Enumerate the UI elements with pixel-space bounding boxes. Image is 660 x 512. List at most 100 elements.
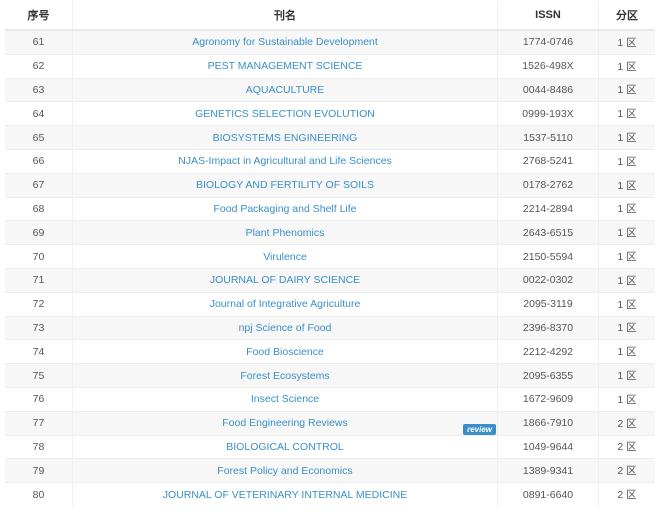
table-row: 68 Food Packaging and Shelf Life 2214-28… (5, 196, 655, 221)
row-zone: 1 区 (598, 53, 655, 79)
row-zone: 1 区 (598, 267, 655, 293)
row-index: 67 (5, 172, 73, 198)
row-issn: 2212-4292 (497, 339, 599, 364)
row-issn: 1049-9644 (497, 434, 599, 459)
row-issn: 1866-7910 (497, 410, 599, 436)
header-name: 刊名 (72, 1, 498, 31)
journal-link[interactable]: Food Engineering Reviews (222, 417, 348, 430)
journal-link[interactable]: Journal of Integrative Agriculture (209, 298, 361, 311)
journal-link[interactable]: PEST MANAGEMENT SCIENCE (207, 60, 363, 73)
header-issn: ISSN (497, 1, 599, 31)
header-index: 序号 (5, 1, 73, 31)
table-header: 序号 刊名 ISSN 分区 (5, 1, 655, 31)
row-name-cell: Virulence (72, 244, 498, 269)
row-name-cell: BIOLOGICAL CONTROL (72, 434, 498, 459)
row-name-cell: Journal of Integrative Agriculture (72, 291, 498, 317)
journal-link[interactable]: npj Science of Food (238, 321, 332, 334)
table-row: 74 Food Bioscience 2212-4292 1 区 (5, 339, 655, 364)
row-index: 75 (5, 363, 73, 388)
row-issn: 2396-8370 (497, 315, 599, 340)
table-row: 72 Journal of Integrative Agriculture 20… (5, 291, 655, 317)
journal-link[interactable]: NJAS-Impact in Agricultural and Life Sci… (178, 155, 392, 168)
row-zone: 2 区 (598, 458, 655, 483)
row-name-cell: BIOLOGY AND FERTILITY OF SOILS (72, 172, 498, 198)
review-badge: review (463, 423, 496, 435)
table-row: 76 Insect Science 1672-9609 1 区 (5, 386, 655, 412)
row-zone: 1 区 (598, 386, 655, 412)
row-index: 77 (5, 410, 73, 436)
row-name-cell: NJAS-Impact in Agricultural and Life Sci… (72, 148, 498, 174)
row-issn: 2095-3119 (497, 291, 599, 317)
journal-link[interactable]: Food Bioscience (246, 345, 324, 358)
row-issn: 2214-2894 (497, 196, 599, 221)
journal-link[interactable]: JOURNAL OF VETERINARY INTERNAL MEDICINE (162, 488, 408, 501)
table-row: 62 PEST MANAGEMENT SCIENCE 1526-498X 1 区 (5, 53, 655, 79)
table-row: 69 Plant Phenomics 2643-6515 1 区 (5, 220, 655, 245)
row-zone: 1 区 (598, 363, 655, 388)
journal-link[interactable]: Forest Ecosystems (240, 369, 330, 382)
journal-link[interactable]: Plant Phenomics (245, 226, 325, 239)
journal-link[interactable]: Agronomy for Sustainable Development (192, 36, 378, 49)
row-issn: 2643-6515 (497, 220, 599, 245)
row-name-cell: Agronomy for Sustainable Development (72, 29, 498, 55)
journal-link[interactable]: Virulence (263, 250, 307, 263)
table-row: 77 Food Engineering Reviews review 1866-7… (5, 410, 655, 436)
row-issn: 1774-0746 (497, 29, 599, 55)
row-issn: 0022-0302 (497, 267, 599, 293)
row-index: 79 (5, 458, 73, 483)
row-index: 68 (5, 196, 73, 221)
journal-link[interactable]: GENETICS SELECTION EVOLUTION (195, 107, 375, 120)
row-name-cell: BIOSYSTEMS ENGINEERING (72, 125, 498, 150)
row-index: 64 (5, 101, 73, 126)
row-zone: 2 区 (598, 482, 655, 506)
row-name-cell: Food Packaging and Shelf Life (72, 196, 498, 221)
row-issn: 2095-6355 (497, 363, 599, 388)
journal-link[interactable]: BIOLOGICAL CONTROL (226, 440, 344, 453)
table-row: 78 BIOLOGICAL CONTROL 1049-9644 2 区 (5, 434, 655, 459)
row-name-cell: JOURNAL OF DAIRY SCIENCE (72, 267, 498, 293)
row-issn: 2768-5241 (497, 148, 599, 174)
row-index: 61 (5, 29, 73, 55)
row-name-cell: Forest Ecosystems (72, 363, 498, 388)
journal-link[interactable]: AQUACULTURE (245, 83, 325, 96)
row-issn: 0044-8486 (497, 77, 599, 102)
row-index: 62 (5, 53, 73, 79)
row-index: 69 (5, 220, 73, 245)
table-row: 65 BIOSYSTEMS ENGINEERING 1537-5110 1 区 (5, 125, 655, 150)
journal-link[interactable]: Forest Policy and Economics (217, 464, 353, 477)
row-name-cell: Forest Policy and Economics (72, 458, 498, 483)
row-zone: 1 区 (598, 172, 655, 198)
row-zone: 1 区 (598, 244, 655, 269)
table-row: 79 Forest Policy and Economics 1389-9341… (5, 458, 655, 483)
row-name-cell: Plant Phenomics (72, 220, 498, 245)
row-zone: 1 区 (598, 29, 655, 55)
journal-link[interactable]: Food Packaging and Shelf Life (213, 202, 357, 215)
row-zone: 2 区 (598, 410, 655, 436)
journal-link[interactable]: Insect Science (250, 393, 320, 406)
row-index: 63 (5, 77, 73, 102)
row-index: 66 (5, 148, 73, 174)
row-index: 65 (5, 125, 73, 150)
journal-link[interactable]: JOURNAL OF DAIRY SCIENCE (209, 274, 361, 287)
row-name-cell: Food Engineering Reviews review (72, 410, 498, 436)
row-zone: 1 区 (598, 291, 655, 317)
table-row: 64 GENETICS SELECTION EVOLUTION 0999-193… (5, 101, 655, 126)
row-name-cell: npj Science of Food (72, 315, 498, 340)
row-name-cell: Food Bioscience (72, 339, 498, 364)
table-row: 61 Agronomy for Sustainable Development … (5, 29, 655, 55)
journal-link[interactable]: BIOLOGY AND FERTILITY OF SOILS (196, 179, 374, 192)
row-index: 70 (5, 244, 73, 269)
row-zone: 1 区 (598, 148, 655, 174)
table-row: 70 Virulence 2150-5594 1 区 (5, 244, 655, 269)
row-zone: 1 区 (598, 125, 655, 150)
row-index: 71 (5, 267, 73, 293)
row-issn: 0891-6640 (497, 482, 599, 506)
journal-link[interactable]: BIOSYSTEMS ENGINEERING (212, 131, 358, 144)
row-index: 80 (5, 482, 73, 506)
journal-table: 序号 刊名 ISSN 分区 61 Agronomy for Sustainabl… (5, 1, 655, 506)
header-zone: 分区 (598, 1, 655, 31)
row-index: 74 (5, 339, 73, 364)
row-issn: 0178-2762 (497, 172, 599, 198)
row-issn: 2150-5594 (497, 244, 599, 269)
row-name-cell: PEST MANAGEMENT SCIENCE (72, 53, 498, 79)
